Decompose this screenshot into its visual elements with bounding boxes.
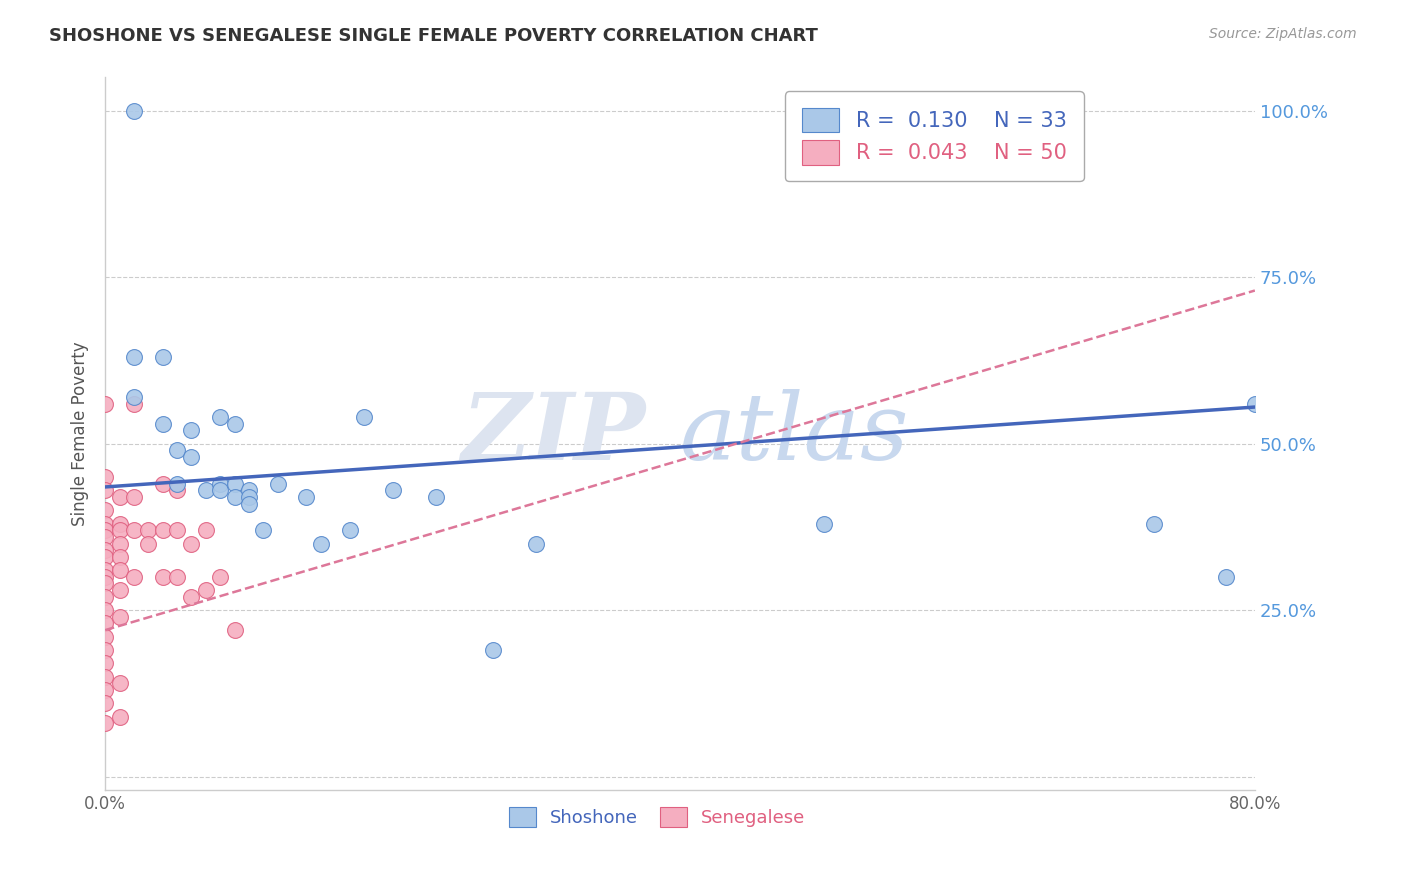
Point: [238, 483, 260, 498]
Point: [166, 443, 188, 458]
Point: [238, 497, 260, 511]
Point: [94, 523, 117, 537]
Point: [94, 616, 117, 631]
Point: [94, 570, 117, 584]
Point: [1244, 397, 1267, 411]
Point: [152, 476, 174, 491]
Point: [166, 476, 188, 491]
Point: [194, 583, 217, 598]
Point: [136, 523, 159, 537]
Point: [136, 536, 159, 550]
Point: [194, 483, 217, 498]
Point: [482, 643, 505, 657]
Point: [152, 417, 174, 431]
Point: [295, 490, 318, 504]
Point: [94, 503, 117, 517]
Point: [224, 490, 246, 504]
Point: [381, 483, 404, 498]
Point: [209, 476, 232, 491]
Text: atlas: atlas: [681, 389, 910, 479]
Point: [94, 643, 117, 657]
Point: [180, 590, 202, 604]
Point: [180, 450, 202, 464]
Point: [122, 103, 145, 118]
Point: [238, 490, 260, 504]
Point: [94, 657, 117, 671]
Point: [194, 523, 217, 537]
Point: [108, 516, 131, 531]
Point: [108, 676, 131, 690]
Point: [813, 516, 835, 531]
Point: [94, 516, 117, 531]
Point: [166, 483, 188, 498]
Point: [1215, 570, 1237, 584]
Point: [94, 670, 117, 684]
Point: [108, 490, 131, 504]
Point: [94, 549, 117, 564]
Point: [108, 536, 131, 550]
Point: [122, 490, 145, 504]
Point: [122, 397, 145, 411]
Point: [166, 523, 188, 537]
Point: [108, 563, 131, 577]
Y-axis label: Single Female Poverty: Single Female Poverty: [72, 342, 89, 526]
Point: [353, 410, 375, 425]
Point: [122, 350, 145, 364]
Point: [122, 523, 145, 537]
Point: [94, 397, 117, 411]
Point: [108, 609, 131, 624]
Legend: Shoshone, Senegalese: Shoshone, Senegalese: [502, 800, 813, 834]
Point: [94, 576, 117, 591]
Point: [94, 683, 117, 698]
Point: [122, 570, 145, 584]
Point: [152, 523, 174, 537]
Point: [108, 549, 131, 564]
Text: Source: ZipAtlas.com: Source: ZipAtlas.com: [1209, 27, 1357, 41]
Point: [209, 410, 232, 425]
Text: ZIP: ZIP: [461, 389, 645, 479]
Point: [425, 490, 447, 504]
Point: [209, 483, 232, 498]
Point: [108, 709, 131, 723]
Point: [166, 570, 188, 584]
Point: [180, 536, 202, 550]
Point: [266, 476, 288, 491]
Point: [94, 483, 117, 498]
Point: [94, 697, 117, 711]
Point: [152, 570, 174, 584]
Point: [252, 523, 274, 537]
Point: [108, 583, 131, 598]
Text: SHOSHONE VS SENEGALESE SINGLE FEMALE POVERTY CORRELATION CHART: SHOSHONE VS SENEGALESE SINGLE FEMALE POV…: [49, 27, 818, 45]
Point: [122, 390, 145, 404]
Point: [1143, 516, 1166, 531]
Point: [94, 470, 117, 484]
Point: [224, 476, 246, 491]
Point: [339, 523, 361, 537]
Point: [94, 590, 117, 604]
Point: [94, 716, 117, 731]
Point: [152, 350, 174, 364]
Point: [209, 570, 232, 584]
Point: [180, 423, 202, 437]
Point: [94, 543, 117, 558]
Point: [224, 623, 246, 637]
Point: [224, 417, 246, 431]
Point: [94, 603, 117, 617]
Point: [524, 536, 547, 550]
Point: [108, 523, 131, 537]
Point: [94, 563, 117, 577]
Point: [94, 630, 117, 644]
Point: [309, 536, 332, 550]
Point: [94, 530, 117, 544]
